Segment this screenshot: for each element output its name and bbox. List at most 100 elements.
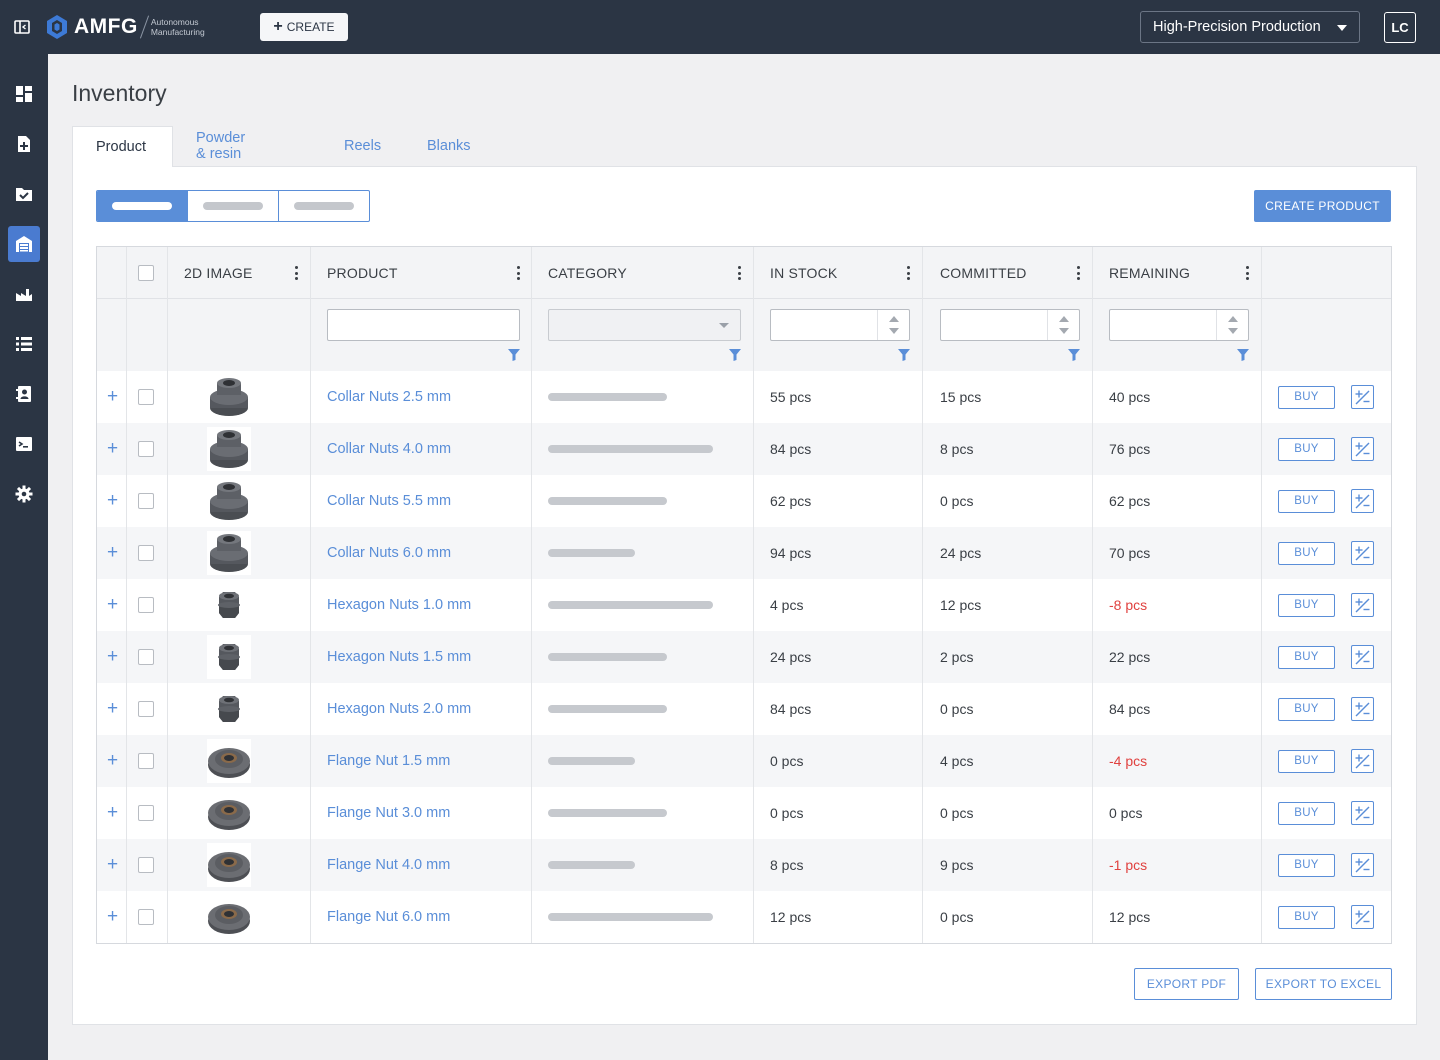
adjust-stock-icon[interactable] xyxy=(1351,489,1374,513)
sidebar-item-orders[interactable] xyxy=(8,176,40,212)
sidebar-item-inventory[interactable] xyxy=(8,226,40,262)
committed-filter-input[interactable] xyxy=(940,309,1080,341)
export-pdf-button[interactable]: EXPORT PDF xyxy=(1134,968,1239,1000)
buy-button[interactable]: BUY xyxy=(1278,541,1335,565)
expand-row-icon[interactable]: + xyxy=(107,386,119,407)
sidebar-item-dashboard[interactable] xyxy=(8,76,40,112)
buy-button[interactable]: BUY xyxy=(1278,697,1335,721)
column-menu-icon[interactable] xyxy=(1076,266,1080,280)
buy-button[interactable]: BUY xyxy=(1278,645,1335,669)
expand-row-icon[interactable]: + xyxy=(107,906,119,927)
buy-button[interactable]: BUY xyxy=(1278,593,1335,617)
column-header-product[interactable]: PRODUCT xyxy=(327,265,398,281)
view-toggle-option-2[interactable] xyxy=(188,191,279,221)
sidebar-item-list[interactable] xyxy=(8,326,40,362)
buy-button[interactable]: BUY xyxy=(1278,905,1335,929)
product-thumbnail[interactable] xyxy=(207,583,251,627)
column-menu-icon[interactable] xyxy=(906,266,910,280)
tab-product[interactable]: Product xyxy=(72,126,173,167)
logo[interactable]: AMFG Autonomous Manufacturing xyxy=(46,13,205,41)
column-menu-icon[interactable] xyxy=(737,266,741,280)
adjust-stock-icon[interactable] xyxy=(1351,541,1374,565)
sidebar-item-new-order[interactable] xyxy=(8,126,40,162)
adjust-stock-icon[interactable] xyxy=(1351,437,1374,461)
sidebar-item-console[interactable] xyxy=(8,426,40,462)
column-header-category[interactable]: CATEGORY xyxy=(548,265,627,281)
product-link[interactable]: Hexagon Nuts 2.0 mm xyxy=(327,701,472,717)
filter-icon[interactable] xyxy=(898,349,910,361)
row-checkbox[interactable] xyxy=(138,441,154,457)
expand-row-icon[interactable]: + xyxy=(107,542,119,563)
product-link[interactable]: Collar Nuts 4.0 mm xyxy=(327,441,452,457)
product-thumbnail[interactable] xyxy=(207,687,251,731)
expand-row-icon[interactable]: + xyxy=(107,854,119,875)
adjust-stock-icon[interactable] xyxy=(1351,853,1374,877)
export-excel-button[interactable]: EXPORT TO EXCEL xyxy=(1255,968,1392,1000)
product-link[interactable]: Hexagon Nuts 1.5 mm xyxy=(327,649,472,665)
row-checkbox[interactable] xyxy=(138,389,154,405)
buy-button[interactable]: BUY xyxy=(1278,489,1335,513)
tab-blanks[interactable]: Blanks xyxy=(427,138,471,154)
column-header-remaining[interactable]: REMAINING xyxy=(1109,265,1191,281)
filter-icon[interactable] xyxy=(1237,349,1249,361)
in-stock-filter-input[interactable] xyxy=(770,309,910,341)
row-checkbox[interactable] xyxy=(138,753,154,769)
expand-row-icon[interactable]: + xyxy=(107,490,119,511)
row-checkbox[interactable] xyxy=(138,597,154,613)
adjust-stock-icon[interactable] xyxy=(1351,593,1374,617)
row-checkbox[interactable] xyxy=(138,493,154,509)
create-product-button[interactable]: CREATE PRODUCT xyxy=(1254,190,1391,222)
user-avatar[interactable]: LC xyxy=(1384,12,1416,43)
buy-button[interactable]: BUY xyxy=(1278,853,1335,877)
product-link[interactable]: Flange Nut 3.0 mm xyxy=(327,805,451,821)
expand-row-icon[interactable]: + xyxy=(107,750,119,771)
filter-icon[interactable] xyxy=(1068,349,1080,361)
product-thumbnail[interactable] xyxy=(207,895,251,939)
column-menu-icon[interactable] xyxy=(516,266,520,280)
buy-button[interactable]: BUY xyxy=(1278,437,1335,461)
tab-powder-resin[interactable]: Powder & resin xyxy=(196,130,246,162)
row-checkbox[interactable] xyxy=(138,701,154,717)
remaining-filter-input[interactable] xyxy=(1109,309,1249,341)
product-link[interactable]: Collar Nuts 6.0 mm xyxy=(327,545,452,561)
row-checkbox[interactable] xyxy=(138,805,154,821)
row-checkbox[interactable] xyxy=(138,857,154,873)
buy-button[interactable]: BUY xyxy=(1278,801,1335,825)
product-thumbnail[interactable] xyxy=(207,531,251,575)
row-checkbox[interactable] xyxy=(138,909,154,925)
production-select[interactable]: High-Precision Production xyxy=(1140,11,1360,43)
product-filter-input[interactable] xyxy=(327,309,520,341)
product-thumbnail[interactable] xyxy=(207,479,251,523)
number-stepper[interactable] xyxy=(1216,310,1248,340)
filter-icon[interactable] xyxy=(508,349,520,361)
product-thumbnail[interactable] xyxy=(207,739,251,783)
product-link[interactable]: Collar Nuts 5.5 mm xyxy=(327,493,452,509)
product-thumbnail[interactable] xyxy=(207,375,251,419)
product-thumbnail[interactable] xyxy=(207,427,251,471)
row-checkbox[interactable] xyxy=(138,649,154,665)
adjust-stock-icon[interactable] xyxy=(1351,697,1374,721)
view-toggle-option-1[interactable] xyxy=(97,191,188,221)
adjust-stock-icon[interactable] xyxy=(1351,905,1374,929)
expand-row-icon[interactable]: + xyxy=(107,698,119,719)
product-link[interactable]: Flange Nut 6.0 mm xyxy=(327,909,451,925)
product-thumbnail[interactable] xyxy=(207,791,251,835)
product-link[interactable]: Flange Nut 4.0 mm xyxy=(327,857,451,873)
select-all-checkbox[interactable] xyxy=(138,265,154,281)
category-filter-select[interactable] xyxy=(548,309,741,341)
adjust-stock-icon[interactable] xyxy=(1351,749,1374,773)
column-header-committed[interactable]: COMMITTED xyxy=(940,265,1027,281)
expand-row-icon[interactable]: + xyxy=(107,646,119,667)
adjust-stock-icon[interactable] xyxy=(1351,801,1374,825)
product-thumbnail[interactable] xyxy=(207,635,251,679)
view-toggle-option-3[interactable] xyxy=(279,191,369,221)
buy-button[interactable]: BUY xyxy=(1278,749,1335,773)
filter-icon[interactable] xyxy=(729,349,741,361)
column-header-in-stock[interactable]: IN STOCK xyxy=(770,265,838,281)
product-thumbnail[interactable] xyxy=(207,843,251,887)
row-checkbox[interactable] xyxy=(138,545,154,561)
sidebar-toggle-icon[interactable] xyxy=(14,19,30,35)
expand-row-icon[interactable]: + xyxy=(107,594,119,615)
expand-row-icon[interactable]: + xyxy=(107,438,119,459)
create-button[interactable]: + CREATE xyxy=(260,13,348,41)
